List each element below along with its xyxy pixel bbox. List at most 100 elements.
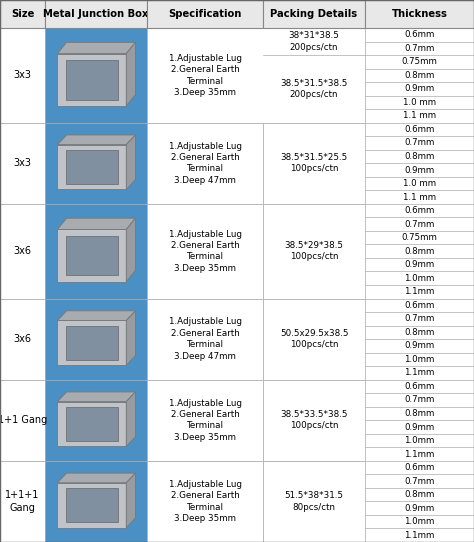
- Bar: [365, 393, 474, 406]
- Bar: [365, 163, 474, 177]
- Text: 1.Adjustable Lug
2.General Earth
Terminal
3.Deep 35mm: 1.Adjustable Lug 2.General Earth Termina…: [168, 398, 242, 442]
- Bar: [365, 528, 474, 542]
- Text: Thickness: Thickness: [392, 9, 447, 19]
- Bar: [45, 299, 147, 380]
- Text: 1+1+1
Gang: 1+1+1 Gang: [5, 490, 40, 513]
- Text: 0.7mm: 0.7mm: [404, 314, 435, 324]
- Bar: [365, 244, 474, 258]
- Bar: [57, 145, 126, 190]
- Bar: [66, 236, 118, 275]
- Text: 1.0mm: 1.0mm: [404, 355, 435, 364]
- Bar: [365, 258, 474, 272]
- Text: 0.8mm: 0.8mm: [404, 152, 435, 161]
- Text: 1.0mm: 1.0mm: [404, 436, 435, 445]
- Text: 0.9mm: 0.9mm: [404, 85, 435, 93]
- Bar: [365, 380, 474, 393]
- Bar: [147, 122, 263, 204]
- Bar: [66, 60, 118, 100]
- Text: 1.1mm: 1.1mm: [404, 369, 435, 377]
- Text: Size: Size: [11, 9, 34, 19]
- Text: 38.5*31.5*38.5
200pcs/ctn: 38.5*31.5*38.5 200pcs/ctn: [280, 79, 348, 99]
- Bar: [57, 54, 126, 106]
- Bar: [66, 488, 118, 522]
- Polygon shape: [57, 218, 136, 229]
- Bar: [365, 217, 474, 231]
- Bar: [365, 366, 474, 380]
- Text: 38.5*31.5*25.5
100pcs/ctn: 38.5*31.5*25.5 100pcs/ctn: [281, 153, 347, 173]
- Bar: [263, 28, 365, 122]
- Bar: [0, 204, 45, 299]
- Bar: [365, 447, 474, 461]
- Bar: [45, 380, 147, 461]
- Text: Metal Junction Box: Metal Junction Box: [43, 9, 149, 19]
- Text: 0.9mm: 0.9mm: [404, 504, 435, 513]
- Text: 1.Adjustable Lug
2.General Earth
Terminal
3.Deep 35mm: 1.Adjustable Lug 2.General Earth Termina…: [168, 229, 242, 273]
- Bar: [365, 299, 474, 312]
- Bar: [365, 95, 474, 109]
- Bar: [365, 82, 474, 95]
- Bar: [0, 0, 45, 28]
- Text: 0.6mm: 0.6mm: [404, 382, 435, 391]
- Bar: [0, 122, 45, 204]
- Bar: [365, 190, 474, 204]
- Bar: [365, 150, 474, 163]
- Bar: [45, 204, 147, 299]
- Bar: [0, 461, 45, 542]
- Polygon shape: [126, 135, 136, 190]
- Text: 38*31*38.5
200pcs/ctn: 38*31*38.5 200pcs/ctn: [289, 31, 339, 51]
- Text: 0.8mm: 0.8mm: [404, 71, 435, 80]
- Bar: [263, 122, 365, 204]
- Bar: [0, 299, 45, 380]
- Bar: [365, 339, 474, 353]
- Bar: [263, 55, 365, 122]
- Text: 50.5x29.5x38.5
100pcs/ctn: 50.5x29.5x38.5 100pcs/ctn: [280, 329, 348, 350]
- Text: 0.75mm: 0.75mm: [401, 233, 438, 242]
- Bar: [57, 320, 126, 365]
- Bar: [365, 231, 474, 244]
- Bar: [147, 461, 263, 542]
- Text: 0.6mm: 0.6mm: [404, 206, 435, 215]
- Text: 1.1mm: 1.1mm: [404, 449, 435, 459]
- Bar: [365, 122, 474, 136]
- Bar: [365, 69, 474, 82]
- Bar: [57, 229, 126, 282]
- Text: 0.8mm: 0.8mm: [404, 409, 435, 418]
- Text: 0.9mm: 0.9mm: [404, 260, 435, 269]
- Text: 1.0mm: 1.0mm: [404, 274, 435, 283]
- Text: 3x6: 3x6: [14, 246, 31, 256]
- Bar: [45, 461, 147, 542]
- Polygon shape: [57, 311, 136, 320]
- Text: 38.5*33.5*38.5
100pcs/ctn: 38.5*33.5*38.5 100pcs/ctn: [280, 410, 348, 430]
- Text: 1.1mm: 1.1mm: [404, 531, 435, 540]
- Bar: [45, 122, 147, 204]
- Bar: [0, 28, 45, 122]
- Text: 1.0 mm: 1.0 mm: [403, 179, 436, 188]
- Text: 1.0 mm: 1.0 mm: [403, 98, 436, 107]
- Polygon shape: [126, 42, 136, 106]
- Text: 1.Adjustable Lug
2.General Earth
Terminal
3.Deep 47mm: 1.Adjustable Lug 2.General Earth Termina…: [168, 318, 242, 361]
- Bar: [147, 380, 263, 461]
- Bar: [365, 136, 474, 150]
- Text: 0.8mm: 0.8mm: [404, 328, 435, 337]
- Text: 0.7mm: 0.7mm: [404, 396, 435, 404]
- Bar: [66, 326, 118, 360]
- Bar: [57, 483, 126, 527]
- Bar: [365, 312, 474, 326]
- Text: 0.9mm: 0.9mm: [404, 423, 435, 431]
- Bar: [263, 299, 365, 380]
- Text: 0.6mm: 0.6mm: [404, 301, 435, 310]
- Text: 1.1mm: 1.1mm: [404, 287, 435, 296]
- Bar: [66, 407, 118, 441]
- Text: 38.5*29*38.5
100pcs/ctn: 38.5*29*38.5 100pcs/ctn: [284, 241, 344, 261]
- Bar: [365, 272, 474, 285]
- Bar: [66, 150, 118, 184]
- Text: 1.1 mm: 1.1 mm: [403, 192, 436, 202]
- Polygon shape: [57, 135, 136, 145]
- Bar: [147, 28, 263, 122]
- Text: 0.8mm: 0.8mm: [404, 490, 435, 499]
- Text: 1.1 mm: 1.1 mm: [403, 112, 436, 120]
- Bar: [365, 28, 474, 42]
- Text: 0.9mm: 0.9mm: [404, 165, 435, 175]
- Polygon shape: [57, 473, 136, 483]
- Text: 0.8mm: 0.8mm: [404, 247, 435, 256]
